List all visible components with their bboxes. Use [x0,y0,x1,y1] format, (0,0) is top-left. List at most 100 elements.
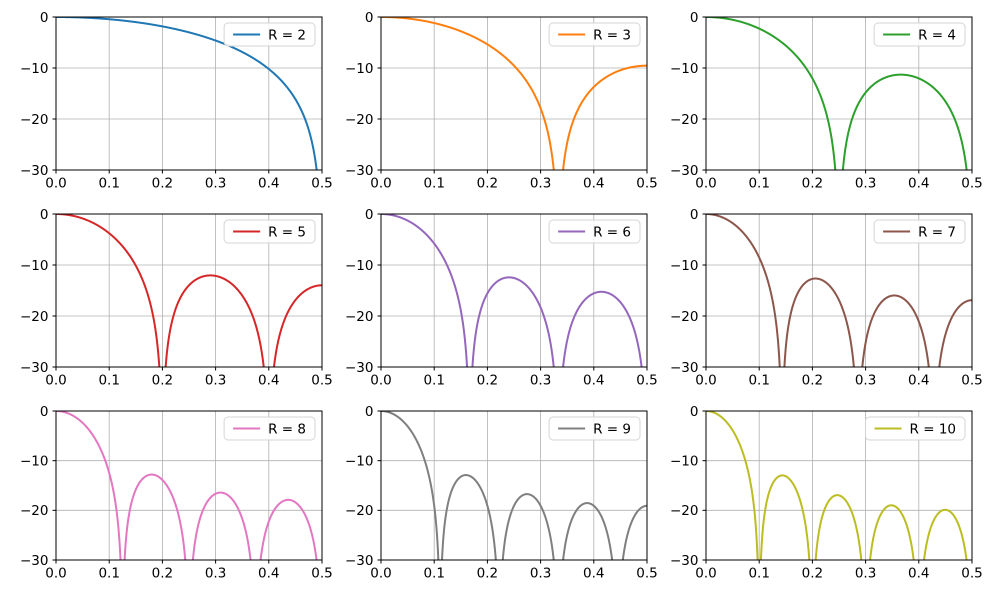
y-tick-label: 0 [40,10,49,26]
x-tick-label: 0.4 [583,176,604,192]
y-tick-label: −20 [345,112,374,128]
x-tick-label: 0.1 [748,566,769,582]
x-tick-label: 0.3 [530,176,551,192]
x-tick-label: 0.3 [855,373,876,389]
legend-box [223,219,316,244]
legend-r10: R = 10 [865,416,966,441]
y-tick-label: 0 [690,207,699,223]
legend-r5: R = 5 [223,219,316,244]
axes-spines [380,213,648,368]
x-tick-label: 0.3 [855,566,876,582]
y-tick-label: −30 [20,553,49,569]
x-tick-label: 0.5 [311,176,332,192]
y-tick-label: −20 [345,503,374,519]
x-tick-label: 0.0 [695,373,716,389]
legend-r7: R = 7 [873,219,966,244]
x-tick-label: 0.3 [205,176,226,192]
y-tick-label: −20 [20,112,49,128]
legend-label: R = 5 [268,224,306,240]
y-tick-label: −30 [670,553,699,569]
legend-label: R = 4 [918,27,956,43]
y-tick-label: −20 [670,112,699,128]
legend-label: R = 6 [593,224,631,240]
y-tick-label: 0 [365,404,374,420]
x-tick-label: 0.1 [98,176,119,192]
y-tick-label: 0 [40,404,49,420]
y-tick-label: −10 [670,453,699,469]
x-tick-label: 0.5 [311,566,332,582]
x-tick-label: 0.1 [423,373,444,389]
axes-spines [705,410,973,561]
x-tick-label: 0.2 [152,373,173,389]
subplot-r2: 0.0 0.1 0.2 0.3 0.4 0.5 0 −10 −20 −30 R = 2 [20,10,333,192]
subplot-r5: 0.0 0.1 0.2 0.3 0.4 0.5 0 −10 −20 −30 R = 5 [20,207,333,389]
y-tick-label: −30 [345,360,374,376]
legend-r2: R = 2 [223,22,316,47]
x-tick-label: 0.5 [311,373,332,389]
x-tick-label: 0.0 [370,566,391,582]
x-tick-label: 0.3 [205,373,226,389]
y-tick-label: −20 [345,309,374,325]
response-curve-r7 [706,214,972,367]
subplot-r8: 0.0 0.1 0.2 0.3 0.4 0.5 0 −10 −20 −30 R = 8 [20,404,333,582]
x-tick-label: 0.5 [961,566,982,582]
y-tick-label: −20 [20,309,49,325]
x-tick-label: 0.5 [961,176,982,192]
x-tick-label: 0.4 [908,176,929,192]
subplot-r4: 0.0 0.1 0.2 0.3 0.4 0.5 0 −10 −20 −30 R = 4 [670,10,983,192]
legend-r4: R = 4 [873,22,966,47]
y-tick-label: −20 [20,503,49,519]
y-tick-label: 0 [690,10,699,26]
axes-spines [705,16,973,171]
y-tick-label: −10 [345,453,374,469]
x-tick-label: 0.0 [45,566,66,582]
legend-label: R = 3 [593,27,631,43]
y-tick-label: −10 [20,61,49,77]
x-tick-label: 0.1 [98,373,119,389]
y-tick-label: −10 [670,258,699,274]
x-tick-label: 0.2 [802,566,823,582]
legend-r9: R = 9 [548,416,641,441]
y-tick-label: 0 [40,207,49,223]
response-curve-r4 [706,17,968,170]
y-tick-label: −30 [20,163,49,179]
subplot-r9: 0.0 0.1 0.2 0.3 0.4 0.5 0 −10 −20 −30 R = 9 [345,404,658,582]
x-tick-label: 0.4 [908,566,929,582]
x-tick-label: 0.2 [477,176,498,192]
x-tick-label: 0.1 [423,176,444,192]
x-tick-label: 0.1 [98,566,119,582]
y-tick-label: 0 [365,10,374,26]
legend-box [548,219,641,244]
y-tick-label: 0 [365,207,374,223]
axes-spines [55,213,323,368]
legend-r3: R = 3 [548,22,641,47]
x-tick-label: 0.2 [477,566,498,582]
x-tick-label: 0.2 [152,566,173,582]
axes-spines [55,16,323,171]
response-curve-r3 [381,17,647,170]
axes-spines [705,213,973,368]
y-tick-label: −20 [670,503,699,519]
legend-box [873,219,966,244]
x-tick-label: 0.5 [636,566,657,582]
response-curve-r2 [56,17,318,170]
response-curve-r9 [381,411,647,560]
x-tick-label: 0.0 [370,373,391,389]
y-tick-label: −30 [670,163,699,179]
legend-r6: R = 6 [548,219,641,244]
x-tick-label: 0.2 [802,373,823,389]
x-tick-label: 0.3 [205,566,226,582]
x-tick-label: 0.1 [748,373,769,389]
axes-spines [380,410,648,561]
y-tick-label: −10 [345,61,374,77]
legend-label: R = 7 [918,224,956,240]
response-curve-r10 [706,411,968,560]
response-curve-r6 [381,214,643,367]
legend-box [223,416,316,441]
x-tick-label: 0.0 [695,566,716,582]
y-tick-label: −30 [20,360,49,376]
x-tick-label: 0.4 [258,176,279,192]
legend-box [548,416,641,441]
